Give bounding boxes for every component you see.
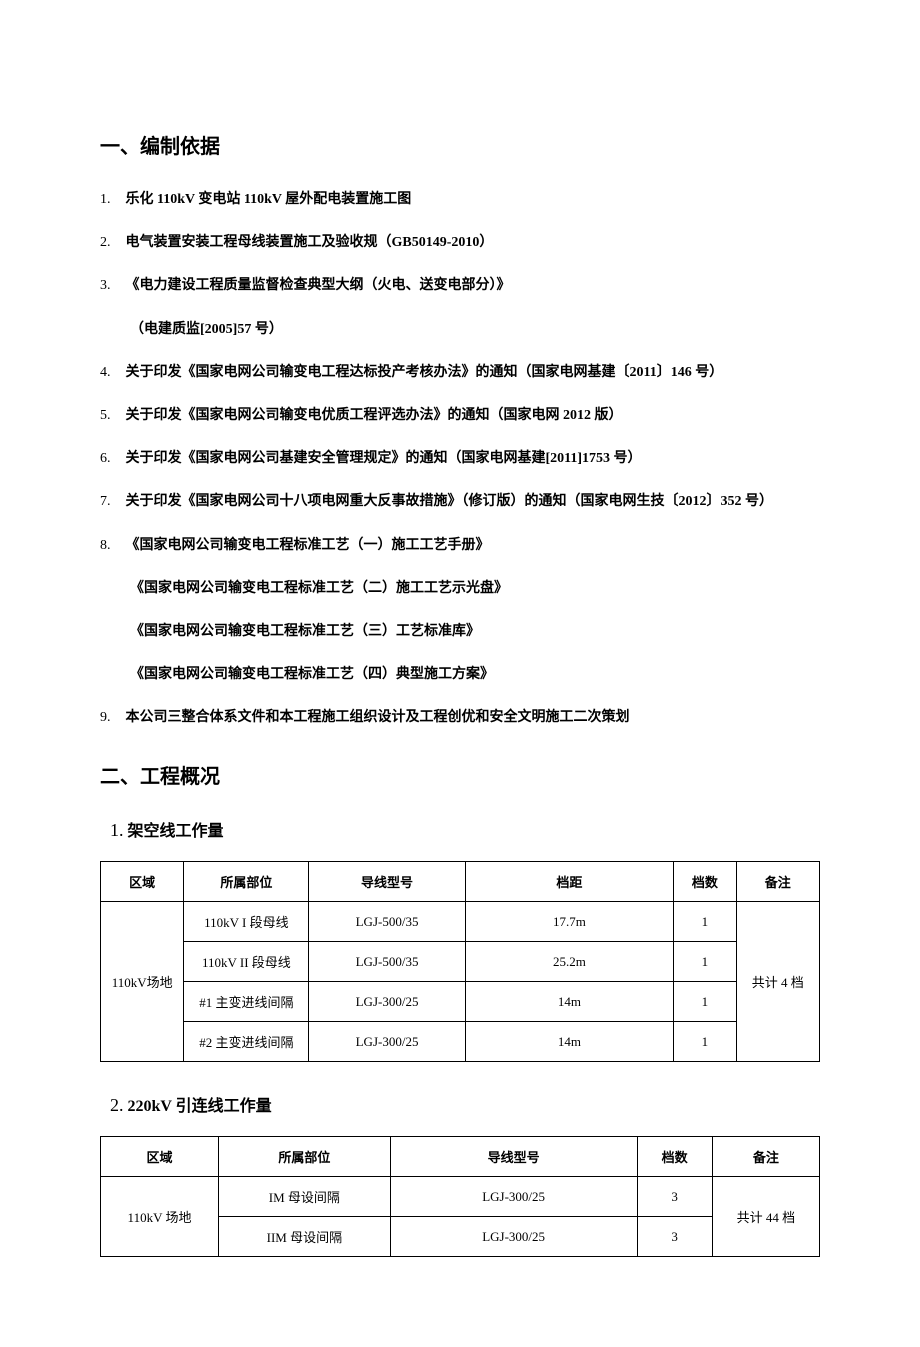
table-row: 110kV场地 110kV I 段母线 LGJ-500/35 17.7m 1 共… [101, 902, 820, 942]
td-span: 14m [465, 982, 673, 1022]
table-overhead-line: 区域 所属部位 导线型号 档距 档数 备注 110kV场地 110kV I 段母… [100, 861, 820, 1062]
list-item-1: 1. 乐化 110kV 变电站 110kV 屋外配电装置施工图 [100, 187, 820, 212]
item-text: 关于印发《国家电网公司输变电优质工程评选办法》的通知（国家电网 2012 版） [126, 408, 623, 423]
list-item-8-sub-2: 《国家电网公司输变电工程标准工艺（三）工艺标准库》 [100, 619, 820, 644]
list-item-4: 4. 关于印发《国家电网公司输变电工程达标投产考核办法》的通知（国家电网基建〔2… [100, 360, 820, 385]
td-area: 110kV场地 [101, 902, 184, 1062]
td-note: 共计 44 档 [712, 1177, 819, 1257]
item-text: 本公司三整合体系文件和本工程施工组织设计及工程创优和安全文明施工二次策划 [126, 710, 630, 725]
td-model: LGJ-300/25 [309, 982, 465, 1022]
td-part: #1 主变进线间隔 [184, 982, 309, 1022]
list-item-3-sub: （电建质监[2005]57 号） [100, 317, 820, 342]
table-row: #1 主变进线间隔 LGJ-300/25 14m 1 [101, 982, 820, 1022]
item-number: 6. [100, 446, 122, 471]
td-span: 25.2m [465, 942, 673, 982]
list-item-2: 2. 电气装置安装工程母线装置施工及验收规（GB50149-2010） [100, 230, 820, 255]
item-number: 5. [100, 403, 122, 428]
td-part: IM 母设间隔 [219, 1177, 391, 1217]
item-text: 乐化 110kV 变电站 110kV 屋外配电装置施工图 [126, 192, 412, 207]
td-part: #2 主变进线间隔 [184, 1022, 309, 1062]
td-note: 共计 4 档 [736, 902, 819, 1062]
table-row: 110kV 场地 IM 母设间隔 LGJ-300/25 3 共计 44 档 [101, 1177, 820, 1217]
td-span: 14m [465, 1022, 673, 1062]
td-span: 17.7m [465, 902, 673, 942]
th-area: 区域 [101, 1137, 219, 1177]
list-item-9: 9. 本公司三整合体系文件和本工程施工组织设计及工程创优和安全文明施工二次策划 [100, 705, 820, 730]
table-row: #2 主变进线间隔 LGJ-300/25 14m 1 [101, 1022, 820, 1062]
td-model: LGJ-300/25 [390, 1217, 637, 1257]
subsection-2-1-heading: 1. 架空线工作量 [110, 817, 820, 841]
td-model: LGJ-500/35 [309, 902, 465, 942]
subsection-title: 220kV 引连线工作量 [128, 1098, 272, 1115]
td-count: 1 [674, 982, 737, 1022]
list-item-8-sub-3: 《国家电网公司输变电工程标准工艺（四）典型施工方案》 [100, 662, 820, 687]
th-model: 导线型号 [390, 1137, 637, 1177]
td-count: 1 [674, 902, 737, 942]
th-span: 档距 [465, 862, 673, 902]
item-number: 2. [100, 230, 122, 255]
subsection-title: 架空线工作量 [128, 823, 224, 840]
th-note: 备注 [712, 1137, 819, 1177]
td-model: LGJ-300/25 [309, 1022, 465, 1062]
td-count: 3 [637, 1177, 712, 1217]
th-count: 档数 [637, 1137, 712, 1177]
table-row: 110kV II 段母线 LGJ-500/35 25.2m 1 [101, 942, 820, 982]
td-part: 110kV I 段母线 [184, 902, 309, 942]
list-item-8: 8. 《国家电网公司输变电工程标准工艺（一）施工工艺手册》 [100, 533, 820, 558]
td-count: 1 [674, 942, 737, 982]
td-count: 1 [674, 1022, 737, 1062]
item-number: 4. [100, 360, 122, 385]
item-number: 8. [100, 533, 122, 558]
td-part: IIM 母设间隔 [219, 1217, 391, 1257]
item-text: 关于印发《国家电网公司十八项电网重大反事故措施》（修订版）的通知（国家电网生技〔… [126, 494, 774, 509]
subsection-number: 1. [110, 820, 124, 840]
table-lead-wire: 区域 所属部位 导线型号 档数 备注 110kV 场地 IM 母设间隔 LGJ-… [100, 1136, 820, 1257]
subsection-2-2-heading: 2. 220kV 引连线工作量 [110, 1092, 820, 1116]
list-item-5: 5. 关于印发《国家电网公司输变电优质工程评选办法》的通知（国家电网 2012 … [100, 403, 820, 428]
td-model: LGJ-300/25 [390, 1177, 637, 1217]
td-part: 110kV II 段母线 [184, 942, 309, 982]
td-model: LGJ-500/35 [309, 942, 465, 982]
list-item-7: 7. 关于印发《国家电网公司十八项电网重大反事故措施》（修订版）的通知（国家电网… [100, 489, 820, 514]
list-item-3: 3. 《电力建设工程质量监督检查典型大纲（火电、送变电部分）》 [100, 273, 820, 298]
th-model: 导线型号 [309, 862, 465, 902]
table-header-row: 区域 所属部位 导线型号 档数 备注 [101, 1137, 820, 1177]
item-text: 《电力建设工程质量监督检查典型大纲（火电、送变电部分）》 [126, 278, 511, 293]
item-number: 3. [100, 273, 122, 298]
subsection-number: 2. [110, 1095, 124, 1115]
item-text: 《国家电网公司输变电工程标准工艺（一）施工工艺手册》 [126, 538, 490, 553]
section-2-heading: 二、工程概况 [100, 760, 820, 789]
item-number: 9. [100, 705, 122, 730]
item-text: 电气装置安装工程母线装置施工及验收规（GB50149-2010） [126, 235, 494, 250]
list-item-6: 6. 关于印发《国家电网公司基建安全管理规定》的通知（国家电网基建[2011]1… [100, 446, 820, 471]
item-text: 关于印发《国家电网公司基建安全管理规定》的通知（国家电网基建[2011]1753… [126, 451, 642, 466]
table-header-row: 区域 所属部位 导线型号 档距 档数 备注 [101, 862, 820, 902]
list-item-8-sub-1: 《国家电网公司输变电工程标准工艺（二）施工工艺示光盘》 [100, 576, 820, 601]
th-count: 档数 [674, 862, 737, 902]
item-number: 1. [100, 187, 122, 212]
td-area: 110kV 场地 [101, 1177, 219, 1257]
section-1-heading: 一、编制依据 [100, 130, 820, 159]
th-part: 所属部位 [219, 1137, 391, 1177]
item-number: 7. [100, 489, 122, 514]
td-count: 3 [637, 1217, 712, 1257]
th-note: 备注 [736, 862, 819, 902]
th-area: 区域 [101, 862, 184, 902]
item-text: 关于印发《国家电网公司输变电工程达标投产考核办法》的通知（国家电网基建〔2011… [126, 365, 724, 380]
th-part: 所属部位 [184, 862, 309, 902]
